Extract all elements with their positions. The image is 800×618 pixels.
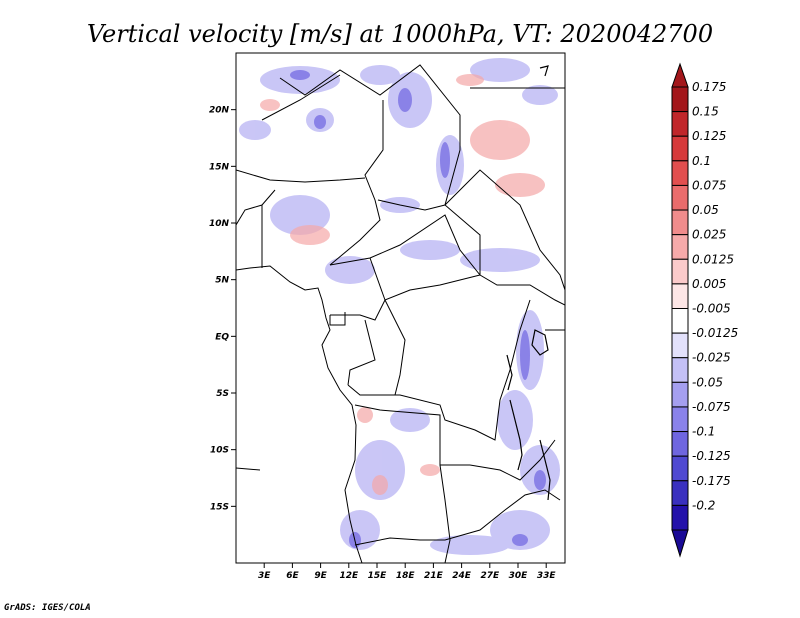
colorbar-swatch — [671, 135, 689, 162]
lon-tick-label: 9E — [314, 571, 327, 581]
colorbar-swatch — [671, 86, 689, 113]
colorbar-label: -0.025 — [692, 351, 731, 365]
lon-tick-label: 21E — [424, 571, 444, 581]
credit-text: GrADS: IGES/COLA — [4, 603, 91, 613]
colorbar-swatch — [671, 283, 689, 309]
velocity-shading — [239, 58, 560, 555]
colorbar-label: 0.005 — [692, 277, 726, 291]
colorbar-swatch — [671, 504, 689, 531]
colorbar-swatch — [671, 455, 689, 482]
lon-tick-label: 15E — [368, 571, 388, 581]
colorbar-label: -0.075 — [692, 400, 731, 414]
lon-tick-label: 18E — [396, 571, 416, 581]
colorbar-label: 0.0125 — [692, 252, 734, 266]
colorbar-bottom-arrow — [671, 529, 689, 558]
lat-tick-label: EQ — [215, 332, 229, 342]
colorbar-swatch — [671, 308, 689, 334]
colorbar-label: -0.2 — [692, 498, 715, 512]
colorbar-label: -0.1 — [692, 425, 715, 439]
latitude-axis: 20N 15N 10N 5N EQ 5S 10S 15S — [209, 106, 236, 512]
colorbar-label: -0.175 — [692, 474, 731, 488]
lon-tick-label: 12E — [339, 571, 359, 581]
colorbar-swatch — [671, 111, 689, 137]
longitude-axis: 3E 6E 9E 12E 15E 18E 21E 24E 27E 30E 33E — [258, 563, 556, 581]
lon-tick-label: 30E — [509, 571, 529, 581]
country-borders — [236, 64, 565, 563]
colorbar-label: 0.075 — [692, 178, 726, 192]
map-frame — [235, 52, 566, 564]
lon-tick-label: 33E — [537, 571, 557, 581]
colorbar-label: -0.05 — [692, 375, 723, 389]
colorbar-label: 0.15 — [692, 105, 719, 119]
colorbar-label: 0.125 — [692, 129, 726, 143]
colorbar-label: 0.175 — [692, 80, 726, 94]
lat-tick-label: 10N — [209, 219, 230, 229]
lon-tick-label: 6E — [286, 571, 299, 581]
colorbar-swatch — [671, 357, 689, 383]
colorbar-label: -0.0125 — [692, 326, 738, 340]
colorbar: 0.175 0.15 0.125 0.1 0.075 0.05 0.025 0.0125 0.0… — [671, 62, 738, 558]
colorbar-swatch — [671, 258, 689, 285]
lat-tick-label: 5S — [216, 389, 229, 399]
colorbar-swatch — [671, 234, 689, 260]
colorbar-top-arrow — [671, 62, 689, 88]
colorbar-swatch — [671, 184, 689, 211]
colorbar-label: -0.125 — [692, 449, 731, 463]
colorbar-swatch — [671, 332, 689, 359]
lakes — [506, 65, 551, 501]
colorbar-swatch — [671, 480, 689, 506]
lat-tick-label: 15N — [209, 162, 230, 172]
lat-tick-label: 15S — [210, 502, 229, 512]
colorbar-swatch — [671, 209, 689, 236]
map-area: 20N 15N 10N 5N EQ 5S 10S 15S 3E 6E 9E 12E 15E 18E 21E… — [209, 52, 566, 581]
colorbar-label: 0.1 — [692, 154, 711, 168]
colorbar-swatch — [671, 431, 689, 457]
lon-tick-label: 27E — [480, 571, 500, 581]
lat-tick-label: 20N — [209, 106, 230, 116]
colorbar-swatch — [671, 160, 689, 186]
chart-title: Vertical velocity [m/s] at 1000hPa, VT: … — [87, 20, 713, 48]
colorbar-swatch — [671, 406, 689, 433]
lon-tick-label: 3E — [258, 571, 271, 581]
lat-tick-label: 5N — [215, 276, 229, 286]
colorbar-label: -0.005 — [692, 302, 731, 316]
colorbar-label: 0.025 — [692, 228, 726, 242]
colorbar-label: 0.05 — [692, 203, 719, 217]
lat-tick-label: 10S — [210, 446, 229, 456]
lon-tick-label: 24E — [452, 571, 472, 581]
colorbar-swatch — [671, 381, 689, 408]
